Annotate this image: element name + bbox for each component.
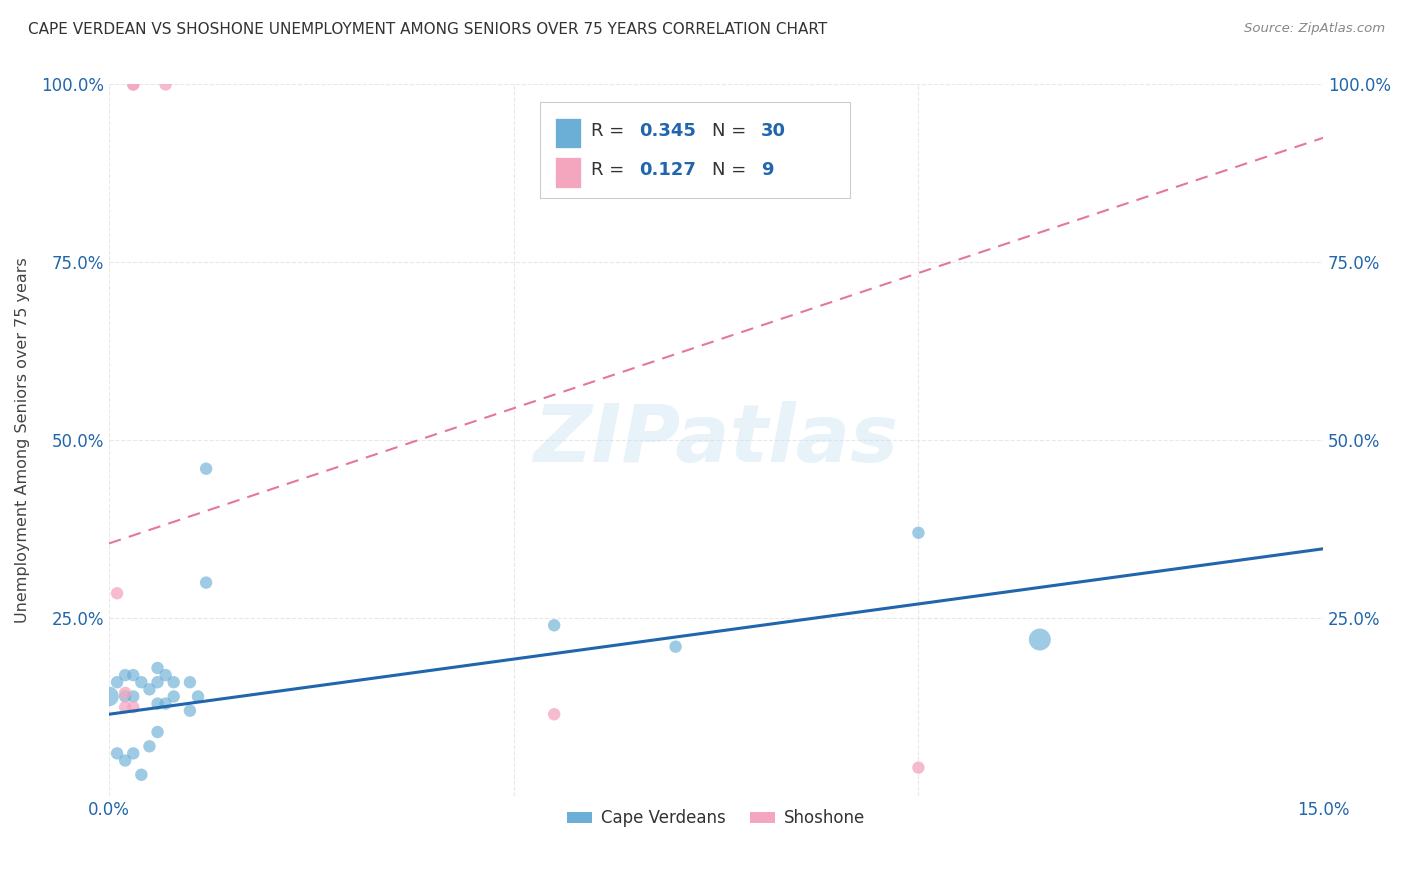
- Point: [155, 697, 177, 711]
- Point: [187, 690, 209, 704]
- Point: [195, 575, 218, 590]
- Text: R =: R =: [591, 121, 630, 140]
- Point: [907, 525, 929, 540]
- Point: [114, 686, 136, 700]
- FancyBboxPatch shape: [540, 103, 849, 198]
- FancyBboxPatch shape: [554, 157, 581, 187]
- Text: 9: 9: [761, 161, 773, 178]
- Point: [155, 78, 177, 92]
- Point: [146, 725, 169, 739]
- Point: [114, 700, 136, 714]
- Point: [122, 700, 145, 714]
- Point: [138, 682, 160, 697]
- Point: [122, 78, 145, 92]
- Text: 0.345: 0.345: [640, 121, 696, 140]
- FancyBboxPatch shape: [554, 119, 581, 148]
- Text: 30: 30: [761, 121, 786, 140]
- Point: [114, 690, 136, 704]
- Point: [131, 675, 153, 690]
- Point: [543, 707, 565, 722]
- Point: [146, 697, 169, 711]
- Point: [146, 675, 169, 690]
- Point: [1029, 632, 1052, 647]
- Point: [146, 661, 169, 675]
- Point: [155, 668, 177, 682]
- Point: [114, 754, 136, 768]
- Point: [105, 747, 128, 761]
- Point: [543, 618, 565, 632]
- Point: [138, 739, 160, 754]
- Point: [179, 675, 201, 690]
- Point: [122, 78, 145, 92]
- Point: [105, 586, 128, 600]
- Point: [907, 761, 929, 775]
- Text: CAPE VERDEAN VS SHOSHONE UNEMPLOYMENT AMONG SENIORS OVER 75 YEARS CORRELATION CH: CAPE VERDEAN VS SHOSHONE UNEMPLOYMENT AM…: [28, 22, 827, 37]
- Y-axis label: Unemployment Among Seniors over 75 years: Unemployment Among Seniors over 75 years: [15, 258, 30, 624]
- Legend: Cape Verdeans, Shoshone: Cape Verdeans, Shoshone: [561, 803, 872, 834]
- Point: [114, 668, 136, 682]
- Point: [179, 704, 201, 718]
- Point: [122, 747, 145, 761]
- Point: [122, 690, 145, 704]
- Text: N =: N =: [713, 161, 752, 178]
- Point: [163, 675, 186, 690]
- Point: [98, 690, 121, 704]
- Point: [665, 640, 688, 654]
- Text: Source: ZipAtlas.com: Source: ZipAtlas.com: [1244, 22, 1385, 36]
- Point: [195, 461, 218, 475]
- Point: [105, 675, 128, 690]
- Text: N =: N =: [713, 121, 752, 140]
- Point: [163, 690, 186, 704]
- Text: ZIPatlas: ZIPatlas: [533, 401, 898, 479]
- Point: [122, 668, 145, 682]
- Point: [131, 768, 153, 782]
- Text: R =: R =: [591, 161, 630, 178]
- Text: 0.127: 0.127: [640, 161, 696, 178]
